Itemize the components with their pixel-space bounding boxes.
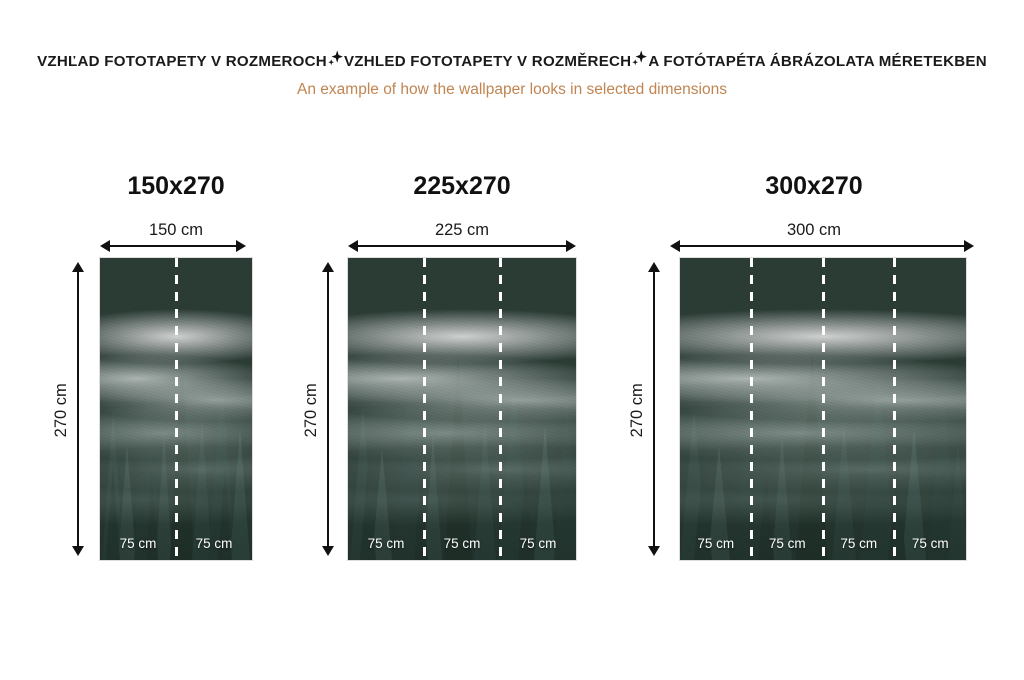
strip-label: 75 cm [697,535,735,551]
strip-seam [174,258,178,560]
wallpaper-preview-1: 75 cm 75 cm [100,258,252,560]
arrow-head-top [322,262,334,272]
arrow-head-top [648,262,660,272]
strip-seam [821,258,825,560]
arrow-head-left [670,240,680,252]
sparkle-icon-2 [631,50,648,68]
panel-width-arrow-2 [348,240,576,252]
panel-width-label-1: 150 cm [148,221,204,239]
panel-width-label-3: 300 cm [786,221,842,239]
strip-label: 75 cm [519,535,557,551]
strip-label: 75 cm [768,535,806,551]
arrow-bar [77,269,79,549]
arrow-head-bottom [72,546,84,556]
page-title: VZHĽAD FOTOTAPETY V ROZMEROCH VZHLED FOTO… [0,50,1024,70]
strip-seam [422,258,426,560]
strip-seam [893,258,896,560]
arrow-head-right [964,240,974,252]
arrow-head-right [566,240,576,252]
title-segment-cs: VZHLED FOTOTAPETY V ROZMĚRECH [343,53,632,70]
arrow-head-top [72,262,84,272]
arrow-head-left [100,240,110,252]
panel-height-arrow-3 [648,262,660,556]
strip-seam [498,258,502,560]
panel-title-2: 225x270 [413,172,511,200]
arrow-head-bottom [322,546,334,556]
wallpaper-fog [348,258,576,560]
arrow-head-right [236,240,246,252]
strip-seam [750,258,753,560]
sparkle-icon [327,50,344,68]
arrow-bar [327,269,329,549]
panel-height-arrow-2 [322,262,334,556]
strip-label: 75 cm [367,535,405,551]
strip-label: 75 cm [840,535,878,551]
wallpaper-preview-2: 75 cm 75 cm 75 cm [348,258,576,560]
arrow-head-bottom [648,546,660,556]
wallpaper-preview-3: 75 cm 75 cm 75 cm 75 cm [680,258,966,560]
strip-label: 75 cm [443,535,481,551]
arrow-bar [355,245,569,247]
arrow-head-left [348,240,358,252]
title-segment-sk: VZHĽAD FOTOTAPETY V ROZMEROCH [37,53,327,70]
panel-height-label-1: 270 cm [51,383,70,438]
panel-height-label-2: 270 cm [301,383,320,438]
strip-label: 75 cm [911,535,949,551]
wallpaper-texture [348,258,576,560]
panel-width-label-2: 225 cm [434,221,490,239]
arrow-bar [677,245,967,247]
arrow-bar [107,245,239,247]
strip-label: 75 cm [195,535,233,551]
panel-width-arrow-1 [100,240,246,252]
panel-title-3: 300x270 [765,172,863,200]
page-subtitle: An example of how the wallpaper looks in… [297,81,727,98]
panel-height-label-3: 270 cm [627,383,646,438]
arrow-bar [653,269,655,549]
panel-width-arrow-3 [670,240,974,252]
header: VZHĽAD FOTOTAPETY V ROZMEROCH VZHLED FOTO… [0,0,1024,115]
panel-title-1: 150x270 [127,172,225,200]
strip-label: 75 cm [119,535,157,551]
panel-height-arrow-1 [72,262,84,556]
wallpaper-vignette [348,258,576,560]
title-segment-hu: A FOTÓTAPÉTA ÁBRÁZOLATA MÉRETEKBEN [648,53,987,70]
